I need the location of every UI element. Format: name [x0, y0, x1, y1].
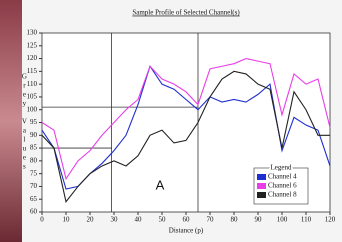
y-tick-label: 100: [27, 105, 38, 113]
x-tick-label: 90: [255, 216, 263, 224]
y-tick-label: 65: [30, 195, 38, 203]
legend-swatch: [257, 174, 266, 180]
x-tick-label: 0: [40, 216, 44, 224]
y-tick-label: 60: [30, 208, 38, 216]
chart-title: Sample Profile of Selected Channel(s): [132, 9, 240, 17]
y-tick-label: 125: [27, 41, 38, 49]
x-tick-label: 60: [183, 216, 191, 224]
x-tick-label: 100: [277, 216, 288, 224]
y-tick-label: 115: [27, 67, 38, 75]
legend-label: Channel 6: [268, 182, 297, 190]
x-tick-label: 110: [301, 216, 312, 224]
x-tick-label: 80: [231, 216, 239, 224]
y-tick-label: 130: [27, 29, 38, 37]
x-tick-label: 70: [207, 216, 215, 224]
y-tick-label: 80: [30, 156, 38, 164]
legend-title: Legend: [271, 164, 292, 172]
legend-label: Channel 8: [268, 191, 297, 199]
y-tick-label: 110: [27, 80, 38, 88]
x-tick-label: 30: [111, 216, 119, 224]
y-tick-label: 105: [27, 93, 38, 101]
y-tick-label: 90: [30, 131, 38, 139]
y-tick-label: 85: [30, 144, 38, 152]
legend-swatch: [257, 183, 266, 189]
x-tick-label: 50: [159, 216, 167, 224]
x-axis-label: Distance (p): [169, 227, 204, 235]
x-tick-label: 40: [135, 216, 143, 224]
x-tick-label: 10: [63, 216, 71, 224]
y-tick-label: 120: [27, 54, 38, 62]
x-tick-label: 120: [325, 216, 336, 224]
y-tick-label: 75: [30, 169, 38, 177]
y-tick-label: 70: [30, 182, 38, 190]
legend-label: Channel 4: [268, 173, 297, 181]
chart: Sample Profile of Selected Channel(s) Di…: [0, 0, 342, 242]
y-tick-label: 95: [30, 118, 38, 126]
image-strip: [0, 0, 22, 242]
legend-swatch: [257, 192, 266, 198]
x-tick-label: 20: [87, 216, 95, 224]
annotation: A: [156, 177, 165, 192]
